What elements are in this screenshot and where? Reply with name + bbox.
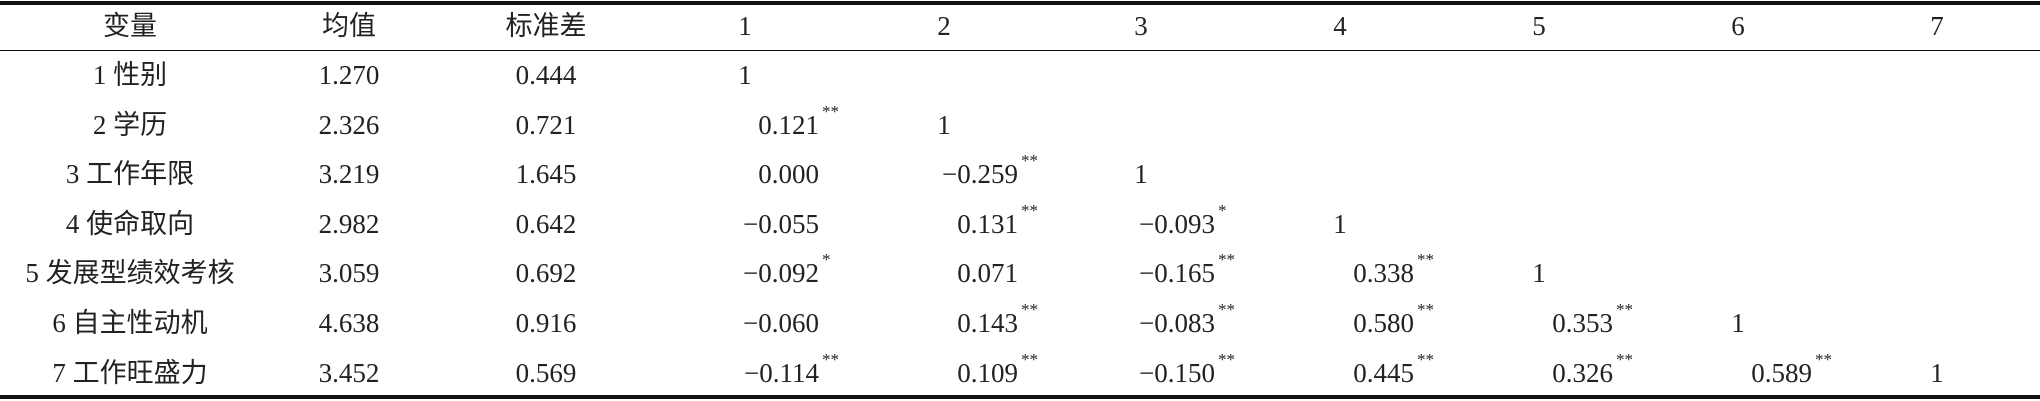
significance-mark: * [822, 250, 831, 270]
sd-cell: 0.721 [515, 109, 577, 140]
mean-cell: 1.270 [318, 60, 380, 90]
diagonal-cell: 1 [1134, 159, 1148, 190]
correlation-cell: 0.143 [957, 308, 1018, 338]
significance-mark: ** [1417, 300, 1434, 319]
mean-cell: 3.219 [318, 159, 380, 190]
diagonal-cell: 1 [1532, 258, 1546, 289]
mean-cell: 3.452 [318, 357, 380, 388]
significance-mark: ** [1417, 250, 1434, 270]
significance-mark: ** [1021, 300, 1038, 319]
diagonal-cell: 1 [1731, 308, 1745, 338]
row-label: 3 工作年限 [65, 159, 195, 190]
significance-mark: ** [822, 349, 839, 369]
correlation-cell: 0.353 [1552, 308, 1613, 338]
sd-cell: 0.569 [515, 357, 577, 388]
correlation-cell: −0.092 [743, 258, 819, 289]
sd-cell: 0.642 [515, 208, 577, 239]
row-label: 5 发展型绩效考核 [25, 258, 235, 289]
significance-mark: ** [1021, 151, 1038, 171]
significance-mark: ** [1218, 250, 1235, 270]
diagonal-cell: 1 [1333, 208, 1347, 239]
diagonal-cell: 1 [1930, 357, 1944, 388]
row-label: 1 性别 [92, 60, 168, 90]
row-label: 6 自主性动机 [52, 308, 208, 338]
significance-mark: ** [1616, 300, 1633, 319]
row-label: 4 使命取向 [65, 208, 195, 239]
header-cell: 标准差 [505, 11, 587, 41]
top-rule [0, 1, 2040, 5]
correlation-cell: −0.150 [1139, 357, 1215, 388]
significance-mark: * [1218, 200, 1227, 220]
mean-cell: 3.059 [318, 258, 380, 289]
correlation-cell: −0.165 [1139, 258, 1215, 289]
sd-cell: 0.692 [515, 258, 577, 289]
header-cell: 1 [738, 11, 752, 41]
correlation-cell: −0.055 [743, 208, 819, 239]
correlation-cell: 0.121 [758, 109, 819, 140]
correlation-cell: 0.338 [1353, 258, 1414, 289]
significance-mark: ** [1021, 349, 1038, 369]
correlation-cell: −0.060 [743, 308, 819, 338]
correlation-cell: 0.071 [957, 258, 1018, 289]
mean-cell: 2.982 [318, 208, 380, 239]
header-cell: 7 [1930, 11, 1944, 41]
header-cell: 6 [1731, 11, 1745, 41]
correlation-cell: 0.580 [1353, 308, 1414, 338]
diagonal-cell: 1 [937, 109, 951, 140]
correlation-cell: −0.114 [744, 357, 819, 388]
significance-mark: ** [1616, 349, 1633, 369]
sd-cell: 0.444 [515, 60, 577, 90]
header-cell: 3 [1134, 11, 1148, 41]
mean-cell: 4.638 [318, 308, 380, 338]
header-cell: 变量 [103, 11, 157, 41]
correlation-cell: −0.093 [1139, 208, 1215, 239]
correlation-cell: −0.083 [1139, 308, 1215, 338]
correlation-cell: 0.109 [957, 357, 1018, 388]
header-rule [0, 50, 2040, 51]
correlation-cell: 0.589 [1751, 357, 1812, 388]
row-label: 2 学历 [92, 109, 168, 140]
significance-mark: ** [822, 101, 839, 121]
significance-mark: ** [1218, 349, 1235, 369]
header-cell: 4 [1333, 11, 1347, 41]
significance-mark: ** [1815, 349, 1832, 369]
row-label: 7 工作旺盛力 [52, 357, 208, 388]
significance-mark: ** [1218, 300, 1235, 319]
diagonal-cell: 1 [738, 60, 752, 90]
mean-cell: 2.326 [318, 109, 380, 140]
correlation-cell: 0.000 [758, 159, 819, 190]
correlation-cell: 0.326 [1552, 357, 1613, 388]
header-cell: 5 [1532, 11, 1546, 41]
header-cell: 均值 [322, 11, 376, 41]
correlation-cell: 0.445 [1353, 357, 1414, 388]
sd-cell: 1.645 [515, 159, 577, 190]
sd-cell: 0.916 [515, 308, 577, 338]
header-cell: 2 [937, 11, 951, 41]
significance-mark: ** [1021, 200, 1038, 220]
bottom-rule [0, 395, 2040, 399]
significance-mark: ** [1417, 349, 1434, 369]
correlation-cell: 0.131 [957, 208, 1018, 239]
correlation-cell: −0.259 [942, 159, 1018, 190]
